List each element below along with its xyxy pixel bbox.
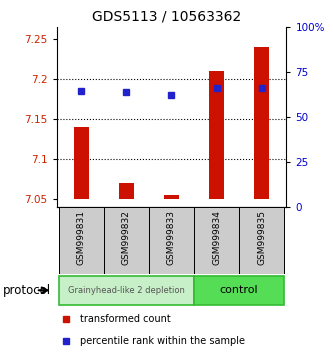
Text: GSM999831: GSM999831 [77, 210, 86, 265]
Bar [149, 207, 194, 274]
Text: protocol: protocol [3, 284, 52, 297]
Text: GSM999834: GSM999834 [212, 210, 221, 265]
Bar [59, 207, 104, 274]
Bar [119, 183, 134, 199]
Text: control: control [220, 285, 258, 295]
Bar [59, 276, 194, 304]
Bar [254, 47, 269, 199]
Bar [74, 127, 89, 199]
Text: GDS5113 / 10563362: GDS5113 / 10563362 [92, 10, 241, 24]
Text: percentile rank within the sample: percentile rank within the sample [80, 336, 244, 346]
Bar [239, 207, 284, 274]
Text: transformed count: transformed count [80, 314, 170, 324]
Bar [194, 207, 239, 274]
Text: GSM999832: GSM999832 [122, 210, 131, 265]
Text: GSM999833: GSM999833 [167, 210, 176, 265]
Bar [164, 195, 179, 199]
Text: GSM999835: GSM999835 [257, 210, 266, 265]
Bar [209, 71, 224, 199]
Text: Grainyhead-like 2 depletion: Grainyhead-like 2 depletion [68, 286, 185, 295]
Bar [194, 276, 284, 304]
Bar [104, 207, 149, 274]
